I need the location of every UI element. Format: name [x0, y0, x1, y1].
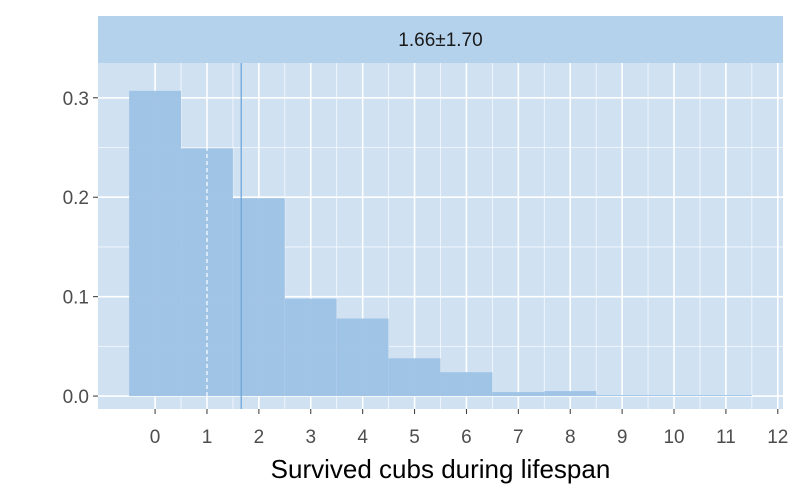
x-tick-label: 5: [409, 427, 420, 448]
x-tick-label: 0: [150, 427, 161, 448]
histogram-bar: [440, 372, 493, 397]
x-tick-label: 6: [461, 427, 472, 448]
y-tick-label: 0.2: [63, 188, 89, 209]
histogram-bar: [129, 90, 182, 397]
histogram-bar: [336, 318, 389, 397]
x-tick-label: 4: [357, 427, 368, 448]
x-tick-label: 7: [513, 427, 524, 448]
x-tick-label: 8: [565, 427, 576, 448]
y-tick-label: 0.3: [63, 89, 89, 110]
x-tick-label: 12: [767, 427, 788, 448]
x-axis-title: Survived cubs during lifespan: [271, 454, 611, 484]
histogram-bar: [492, 392, 545, 397]
histogram-bar: [388, 358, 441, 397]
x-tick-label: 3: [305, 427, 316, 448]
x-tick-label: 10: [663, 427, 684, 448]
strip-label: 1.66±1.70: [398, 30, 482, 51]
histogram-bar: [699, 395, 752, 397]
x-tick-label: 11: [716, 427, 736, 448]
x-tick-label: 1: [202, 427, 213, 448]
histogram-bar: [284, 298, 337, 397]
reference-lines: [206, 63, 242, 409]
strip-background: [98, 16, 783, 63]
axis-ticks: 0.00.10.20.30 1 2 3 4 5 6 7 8 9 10 11 12: [63, 89, 789, 448]
y-tick-label: 0.0: [63, 387, 89, 408]
histogram-bar: [544, 391, 597, 397]
x-tick-label: 9: [617, 427, 628, 448]
x-tick-label: 2: [254, 427, 265, 448]
histogram-bar: [596, 395, 649, 397]
y-tick-label: 0.1: [63, 288, 89, 309]
histogram-bar: [648, 395, 700, 397]
